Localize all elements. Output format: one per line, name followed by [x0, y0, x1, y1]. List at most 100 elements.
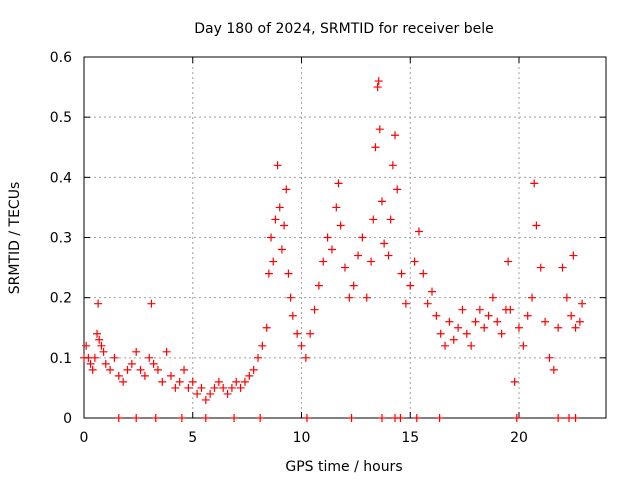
data-points [80, 77, 587, 422]
data-point [530, 179, 539, 188]
data-point [262, 323, 271, 332]
data-point [436, 329, 445, 338]
data-point [397, 269, 406, 278]
data-point [245, 371, 254, 380]
data-point [201, 395, 210, 404]
gap-marker [512, 414, 521, 422]
data-point [567, 311, 576, 320]
data-point [273, 161, 282, 170]
data-point [554, 323, 563, 332]
data-point [301, 353, 310, 362]
data-point [227, 383, 236, 392]
x-axis-title: GPS time / hours [285, 459, 402, 475]
x-tick-label: 5 [188, 430, 197, 446]
data-point [558, 263, 567, 272]
data-point [93, 329, 102, 338]
data-point [341, 263, 349, 272]
data-point [432, 311, 441, 320]
x-tick-label: 10 [293, 430, 311, 446]
data-point [562, 293, 571, 302]
data-point [484, 311, 493, 320]
data-point [286, 293, 295, 302]
data-point [136, 365, 145, 374]
y-tick-label: 0.5 [50, 110, 72, 126]
data-point [223, 389, 232, 398]
data-point [180, 365, 189, 374]
data-point [393, 185, 402, 194]
data-point [94, 299, 103, 308]
data-point [471, 317, 480, 326]
grid [84, 57, 606, 418]
x-tick-label: 20 [510, 430, 528, 446]
data-point [515, 323, 523, 332]
gap-marker [412, 414, 421, 422]
gap-marker [256, 414, 265, 422]
data-point [373, 83, 382, 92]
data-point [97, 341, 106, 350]
data-point [401, 299, 410, 308]
y-tick-label: 0.3 [50, 231, 72, 247]
data-point [310, 305, 319, 314]
data-point [306, 329, 315, 338]
data-point [504, 257, 513, 266]
data-point [232, 377, 241, 386]
gap-marker [347, 414, 356, 422]
data-point [293, 329, 302, 338]
data-point [114, 371, 123, 380]
data-point [549, 365, 558, 374]
chart-title: Day 180 of 2024, SRMTID for receiver bel… [194, 21, 493, 37]
data-point [497, 329, 506, 338]
data-point [467, 341, 476, 350]
data-point [334, 179, 343, 188]
data-point [193, 389, 202, 398]
data-point [454, 323, 463, 332]
y-tick-label: 0.4 [50, 170, 72, 186]
gap-marker [302, 414, 311, 422]
data-point [271, 215, 280, 224]
data-point [147, 299, 156, 308]
data-point [258, 341, 267, 350]
data-point [288, 311, 297, 320]
data-point [277, 245, 286, 254]
data-point [423, 299, 432, 308]
data-point [90, 353, 99, 362]
gap-marker [201, 414, 210, 422]
gap-marker [571, 414, 580, 422]
data-point [445, 317, 454, 326]
data-point [386, 215, 395, 224]
data-point [110, 353, 119, 362]
data-point [264, 269, 273, 278]
data-point [167, 371, 175, 380]
data-point [297, 341, 306, 350]
gap-marker [132, 414, 141, 422]
data-point [149, 359, 158, 368]
data-point [369, 215, 378, 224]
data-point [575, 317, 584, 326]
data-point [267, 233, 276, 242]
gap-marker [114, 414, 123, 422]
data-point [140, 371, 149, 380]
data-point [88, 365, 97, 374]
data-point [374, 77, 383, 86]
data-point [380, 239, 389, 248]
data-point [101, 359, 110, 368]
data-point [284, 269, 293, 278]
data-point [410, 257, 419, 266]
data-point [145, 353, 154, 362]
data-point [506, 305, 515, 314]
data-point [414, 227, 423, 236]
gap-marker [230, 414, 239, 422]
data-point [175, 377, 184, 386]
data-point [510, 377, 519, 386]
data-point [371, 143, 380, 152]
gap-marker [177, 414, 186, 422]
data-point [354, 251, 363, 260]
y-axis-title: SRMTID / TECUs [7, 182, 23, 295]
y-tick-label: 0.2 [50, 291, 72, 307]
data-point [480, 323, 489, 332]
gap-marker [377, 414, 386, 422]
data-point [475, 305, 484, 314]
x-tick-label: 15 [401, 430, 419, 446]
